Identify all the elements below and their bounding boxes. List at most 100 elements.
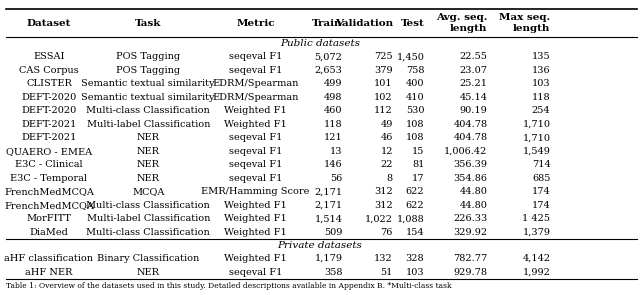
Text: 46: 46	[380, 133, 393, 142]
Text: Semantic textual similarity: Semantic textual similarity	[81, 93, 215, 102]
Text: 1,549: 1,549	[522, 147, 550, 156]
Text: NER: NER	[137, 174, 160, 183]
Text: 108: 108	[406, 120, 424, 129]
Text: 410: 410	[406, 93, 424, 102]
Text: 530: 530	[406, 106, 424, 115]
Text: 76: 76	[380, 228, 393, 237]
Text: Task: Task	[135, 19, 161, 28]
Text: 929.78: 929.78	[453, 268, 488, 276]
Text: FrenchMedMCQA: FrenchMedMCQA	[4, 187, 94, 196]
Text: 2,171: 2,171	[314, 201, 342, 210]
Text: 1,179: 1,179	[314, 254, 342, 263]
Text: 8: 8	[387, 174, 393, 183]
Text: 51: 51	[380, 268, 393, 276]
Text: seqeval F1: seqeval F1	[228, 160, 282, 169]
Text: 460: 460	[324, 106, 342, 115]
Text: 379: 379	[374, 66, 393, 75]
Text: Semantic textual similarity: Semantic textual similarity	[81, 79, 215, 88]
Text: Multi-class Classification: Multi-class Classification	[86, 201, 210, 210]
Text: 174: 174	[532, 201, 550, 210]
Text: DEFT-2020: DEFT-2020	[21, 93, 77, 102]
Text: 498: 498	[324, 93, 342, 102]
Text: 90.19: 90.19	[460, 106, 488, 115]
Text: 81: 81	[412, 160, 424, 169]
Text: 782.77: 782.77	[453, 254, 488, 263]
Text: 102: 102	[374, 93, 393, 102]
Text: 136: 136	[532, 66, 550, 75]
Text: 312: 312	[374, 201, 393, 210]
Text: 404.78: 404.78	[453, 133, 488, 142]
Text: CAS Corpus: CAS Corpus	[19, 66, 79, 75]
Text: 2,653: 2,653	[314, 66, 342, 75]
Text: 45.14: 45.14	[460, 93, 488, 102]
Text: Multi-class Classification: Multi-class Classification	[86, 228, 210, 237]
Text: NER: NER	[137, 133, 160, 142]
Text: 112: 112	[374, 106, 393, 115]
Text: 49: 49	[380, 120, 393, 129]
Text: 358: 358	[324, 268, 342, 276]
Text: Weighted F1: Weighted F1	[224, 201, 287, 210]
Text: 22.55: 22.55	[460, 52, 488, 61]
Text: seqeval F1: seqeval F1	[228, 66, 282, 75]
Text: 103: 103	[406, 268, 424, 276]
Text: aHF classification: aHF classification	[4, 254, 93, 263]
Text: seqeval F1: seqeval F1	[228, 174, 282, 183]
Text: NER: NER	[137, 160, 160, 169]
Text: 17: 17	[412, 174, 424, 183]
Text: E3C - Temporal: E3C - Temporal	[10, 174, 88, 183]
Text: 118: 118	[532, 93, 550, 102]
Text: aHF NER: aHF NER	[25, 268, 72, 276]
Text: 5,072: 5,072	[314, 52, 342, 61]
Text: MCQA: MCQA	[132, 187, 164, 196]
Text: Dataset: Dataset	[27, 19, 71, 28]
Text: seqeval F1: seqeval F1	[228, 268, 282, 276]
Text: 12: 12	[380, 147, 393, 156]
Text: 25.21: 25.21	[460, 79, 488, 88]
Text: MorFITT: MorFITT	[26, 214, 72, 224]
Text: 328: 328	[406, 254, 424, 263]
Text: Weighted F1: Weighted F1	[224, 106, 287, 115]
Text: Weighted F1: Weighted F1	[224, 120, 287, 129]
Text: DEFT-2021: DEFT-2021	[21, 133, 77, 142]
Text: Test: Test	[401, 19, 424, 28]
Text: FrenchMedMCQA: FrenchMedMCQA	[4, 201, 94, 210]
Text: 329.92: 329.92	[453, 228, 488, 237]
Text: 56: 56	[330, 174, 342, 183]
Text: 622: 622	[406, 201, 424, 210]
Text: 101: 101	[374, 79, 393, 88]
Text: 1,710: 1,710	[522, 133, 550, 142]
Text: 714: 714	[532, 160, 550, 169]
Text: QUAERO - EMEA: QUAERO - EMEA	[6, 147, 92, 156]
Text: Weighted F1: Weighted F1	[224, 214, 287, 224]
Text: Max seq.
length: Max seq. length	[499, 14, 550, 33]
Text: 1,992: 1,992	[522, 268, 550, 276]
Text: 1,710: 1,710	[522, 120, 550, 129]
Text: Weighted F1: Weighted F1	[224, 228, 287, 237]
Text: 254: 254	[532, 106, 550, 115]
Text: 23.07: 23.07	[460, 66, 488, 75]
Text: 118: 118	[324, 120, 342, 129]
Text: seqeval F1: seqeval F1	[228, 52, 282, 61]
Text: EMR/Hamming Score: EMR/Hamming Score	[201, 187, 310, 196]
Text: 622: 622	[406, 187, 424, 196]
Text: 1,379: 1,379	[522, 228, 550, 237]
Text: 226.33: 226.33	[453, 214, 488, 224]
Text: CLISTER: CLISTER	[26, 79, 72, 88]
Text: 135: 135	[532, 52, 550, 61]
Text: Multi-label Classification: Multi-label Classification	[86, 214, 210, 224]
Text: 44.80: 44.80	[460, 187, 488, 196]
Text: 108: 108	[406, 133, 424, 142]
Text: seqeval F1: seqeval F1	[228, 147, 282, 156]
Text: ESSAI: ESSAI	[33, 52, 65, 61]
Text: 356.39: 356.39	[453, 160, 488, 169]
Text: 13: 13	[330, 147, 342, 156]
Text: 1,088: 1,088	[397, 214, 424, 224]
Text: DiaMed: DiaMed	[29, 228, 68, 237]
Text: 685: 685	[532, 174, 550, 183]
Text: 15: 15	[412, 147, 424, 156]
Text: POS Tagging: POS Tagging	[116, 66, 180, 75]
Text: 404.78: 404.78	[453, 120, 488, 129]
Text: Train: Train	[312, 19, 342, 28]
Text: 22: 22	[380, 160, 393, 169]
Text: 400: 400	[406, 79, 424, 88]
